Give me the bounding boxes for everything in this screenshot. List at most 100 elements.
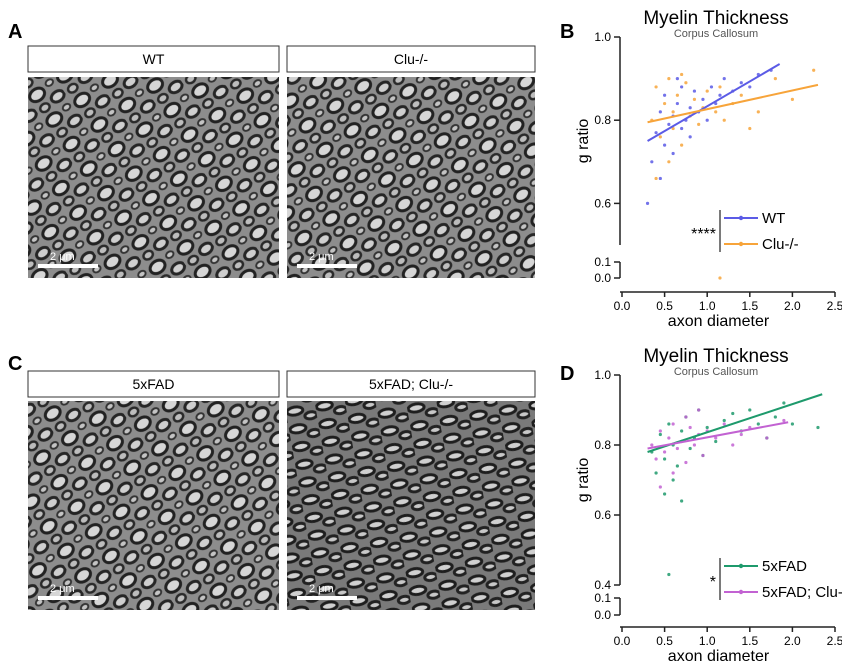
y-tick-label: 0.1	[594, 591, 611, 605]
data-point	[714, 436, 718, 440]
data-point	[654, 471, 658, 475]
x-tick-label: 1.5	[741, 299, 758, 313]
image-header	[286, 45, 536, 73]
scale-bar-label: 2 μm	[309, 583, 334, 595]
y-axis-label: g ratio	[575, 119, 592, 164]
data-point	[718, 85, 722, 89]
image-header	[27, 45, 280, 73]
data-point	[671, 151, 675, 156]
data-point	[654, 457, 658, 461]
chart-subtitle: Corpus Callosum	[674, 28, 758, 40]
data-point	[748, 408, 752, 412]
x-tick-label: 0.0	[614, 299, 631, 313]
data-point	[722, 418, 726, 423]
data-point	[675, 464, 679, 468]
data-point	[705, 89, 709, 93]
data-point	[658, 135, 662, 139]
data-point	[667, 422, 671, 426]
data-point	[658, 429, 662, 433]
data-point	[765, 436, 769, 440]
data-point	[739, 432, 743, 437]
data-point	[675, 77, 679, 81]
data-point	[697, 122, 701, 126]
image-title: 5xFAD; Clu-/-	[369, 376, 453, 392]
scale-bar-label: 2 μm	[50, 251, 75, 263]
data-point	[748, 85, 752, 89]
data-point	[692, 443, 697, 447]
x-tick-label: 2.0	[784, 634, 801, 648]
y-tick-label: 0.8	[594, 438, 611, 452]
data-point	[701, 97, 705, 101]
panel-label: B	[560, 21, 574, 43]
data-point	[663, 492, 667, 496]
data-point	[718, 93, 722, 97]
data-point	[790, 97, 795, 101]
data-point	[667, 160, 671, 164]
x-tick-label: 0.0	[614, 634, 631, 648]
data-point	[714, 439, 718, 444]
fit-line	[647, 63, 781, 142]
legend-label: Clu-/-	[762, 236, 799, 253]
data-point	[658, 110, 662, 114]
data-point	[680, 429, 684, 433]
significance-label: ****	[691, 226, 716, 243]
chart-title: Myelin Thickness	[643, 346, 788, 367]
data-point	[773, 415, 777, 419]
legend-label: 5xFAD	[762, 558, 807, 575]
data-point	[782, 418, 786, 423]
y-tick-label: 1.0	[594, 368, 611, 382]
image-header	[286, 370, 536, 398]
data-point	[722, 77, 726, 81]
data-point	[680, 499, 684, 503]
image-title: 5xFAD	[132, 376, 174, 392]
data-point	[739, 93, 743, 97]
x-tick-label: 0.5	[656, 634, 673, 648]
data-point	[790, 422, 795, 426]
panel-label: D	[560, 363, 574, 385]
data-point	[654, 131, 658, 135]
panel-label: C	[8, 353, 22, 375]
data-point	[688, 446, 692, 451]
chart-title: Myelin Thickness	[643, 8, 788, 29]
data-point	[709, 85, 714, 89]
x-tick-label: 2.5	[827, 299, 842, 313]
data-point	[748, 126, 752, 131]
x-tick-label: 1.0	[699, 299, 716, 313]
data-point	[722, 422, 726, 426]
data-point	[675, 93, 679, 97]
data-point	[680, 143, 684, 147]
data-point	[680, 85, 684, 89]
data-point	[671, 110, 675, 114]
data-point	[718, 276, 722, 280]
scale-bar-label: 2 μm	[309, 251, 334, 263]
x-tick-label: 2.5	[827, 634, 842, 648]
y-tick-label: 0.6	[594, 508, 611, 522]
data-point	[667, 77, 671, 81]
y-axis-label: g ratio	[575, 458, 592, 503]
legend-label: 5xFAD; Clu-/-	[762, 584, 842, 601]
data-point	[756, 110, 760, 114]
data-point	[663, 93, 667, 97]
data-point	[714, 110, 718, 114]
data-point	[663, 450, 667, 454]
y-tick-label: 0.6	[594, 196, 611, 210]
data-point	[688, 135, 692, 139]
x-tick-label: 0.5	[656, 299, 673, 313]
data-point	[658, 176, 662, 181]
data-point	[663, 143, 667, 147]
data-point	[701, 453, 705, 458]
data-point	[688, 425, 692, 430]
data-point	[680, 126, 684, 131]
x-tick-label: 1.5	[741, 634, 758, 648]
data-point	[688, 106, 692, 110]
y-tick-label: 0.4	[594, 578, 611, 592]
data-point	[663, 457, 667, 461]
data-point	[658, 485, 662, 489]
data-point	[667, 436, 671, 440]
data-point	[705, 118, 709, 122]
data-point	[705, 425, 709, 430]
y-tick-label: 0.0	[594, 271, 611, 285]
image-header	[27, 370, 280, 398]
micrograph	[28, 77, 279, 278]
